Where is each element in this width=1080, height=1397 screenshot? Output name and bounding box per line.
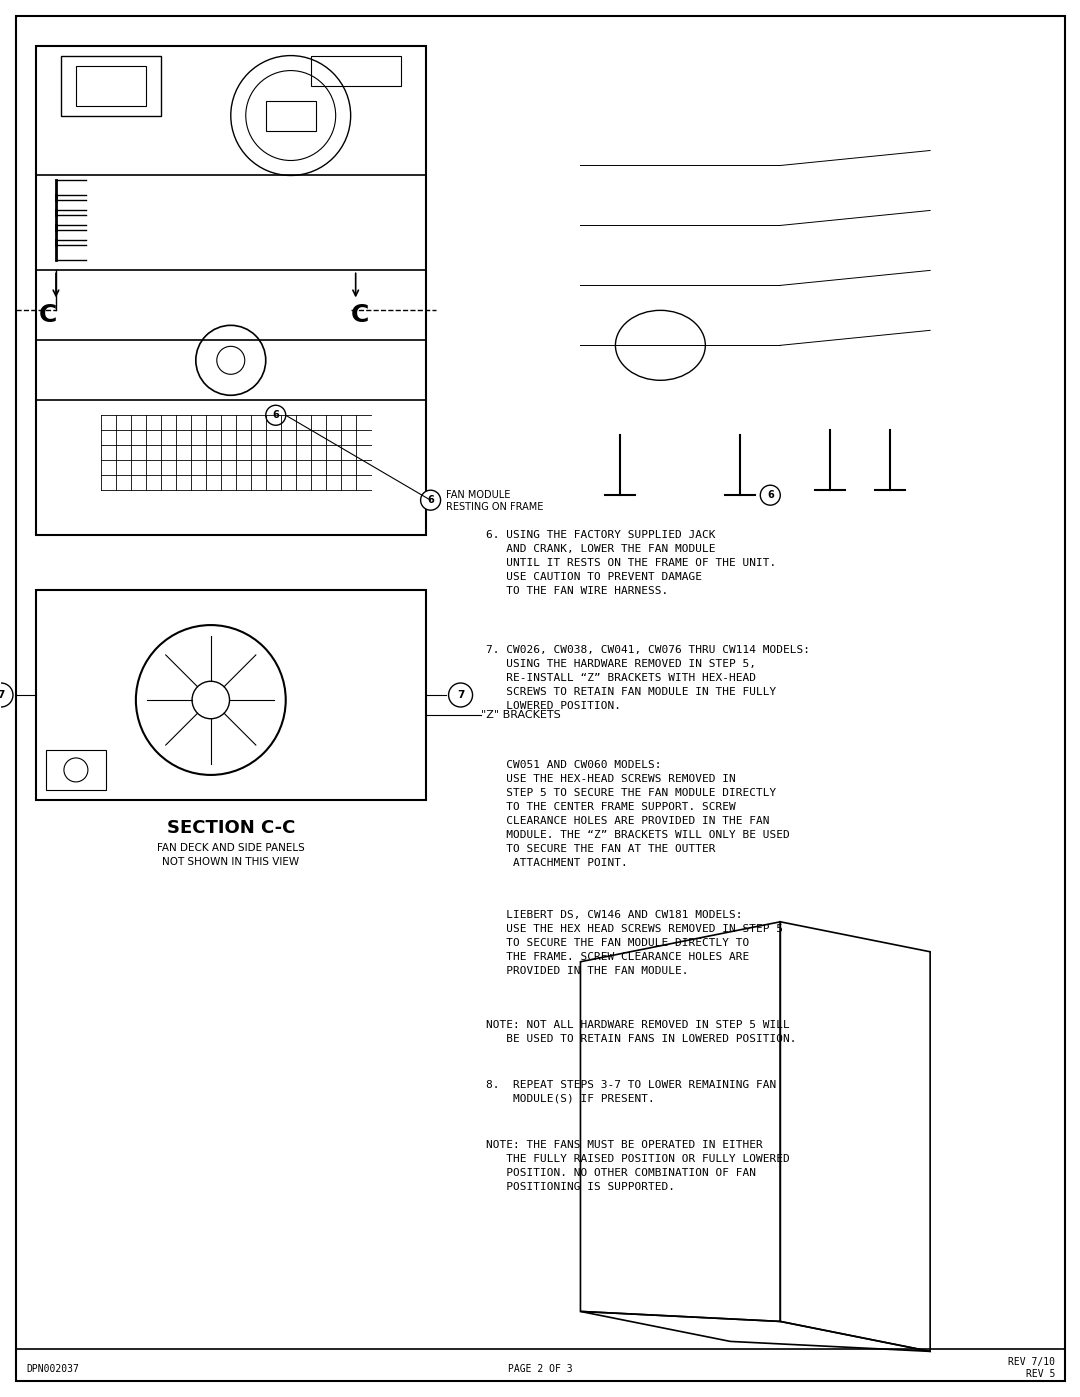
Text: NOTE: NOT ALL HARDWARE REMOVED IN STEP 5 WILL
   BE USED TO RETAIN FANS IN LOWER: NOTE: NOT ALL HARDWARE REMOVED IN STEP 5… bbox=[486, 1020, 796, 1044]
Circle shape bbox=[760, 485, 780, 506]
Text: C: C bbox=[39, 303, 57, 327]
Text: RESTING ON FRAME: RESTING ON FRAME bbox=[446, 502, 543, 513]
Text: NOT SHOWN IN THIS VIEW: NOT SHOWN IN THIS VIEW bbox=[162, 856, 299, 868]
Bar bbox=[76, 66, 146, 106]
Text: 7. CW026, CW038, CW041, CW076 THRU CW114 MODELS:
   USING THE HARDWARE REMOVED I: 7. CW026, CW038, CW041, CW076 THRU CW114… bbox=[486, 645, 810, 711]
Text: 6. USING THE FACTORY SUPPLIED JACK
   AND CRANK, LOWER THE FAN MODULE
   UNTIL I: 6. USING THE FACTORY SUPPLIED JACK AND C… bbox=[486, 529, 775, 597]
Text: SECTION C-C: SECTION C-C bbox=[166, 819, 295, 837]
Bar bbox=[266, 101, 315, 130]
Text: "Z" BRACKETS: "Z" BRACKETS bbox=[481, 710, 561, 719]
Text: NOTE: THE FANS MUST BE OPERATED IN EITHER
   THE FULLY RAISED POSITION OR FULLY : NOTE: THE FANS MUST BE OPERATED IN EITHE… bbox=[486, 1140, 789, 1192]
Text: REV 7/10: REV 7/10 bbox=[1008, 1358, 1055, 1368]
Text: 7: 7 bbox=[457, 690, 464, 700]
Bar bbox=[46, 750, 106, 789]
Text: FAN DECK AND SIDE PANELS: FAN DECK AND SIDE PANELS bbox=[157, 842, 305, 852]
Text: REV 5: REV 5 bbox=[1026, 1369, 1055, 1379]
Circle shape bbox=[0, 683, 13, 707]
Text: C: C bbox=[351, 303, 369, 327]
Bar bbox=[36, 590, 426, 800]
Text: 6: 6 bbox=[767, 490, 773, 500]
Text: PAGE 2 OF 3: PAGE 2 OF 3 bbox=[509, 1365, 572, 1375]
Text: 7: 7 bbox=[0, 690, 4, 700]
Text: 6: 6 bbox=[272, 411, 279, 420]
Circle shape bbox=[420, 490, 441, 510]
Text: 8.  REPEAT STEPS 3-7 TO LOWER REMAINING FAN
    MODULE(S) IF PRESENT.: 8. REPEAT STEPS 3-7 TO LOWER REMAINING F… bbox=[486, 1080, 775, 1104]
Text: 6: 6 bbox=[428, 495, 434, 506]
Text: CW051 AND CW060 MODELS:
   USE THE HEX-HEAD SCREWS REMOVED IN
   STEP 5 TO SECUR: CW051 AND CW060 MODELS: USE THE HEX-HEAD… bbox=[486, 760, 789, 868]
Text: FAN MODULE: FAN MODULE bbox=[446, 490, 510, 500]
Bar bbox=[36, 46, 426, 535]
Circle shape bbox=[266, 405, 286, 425]
Bar bbox=[60, 56, 161, 116]
Text: DPN002037: DPN002037 bbox=[26, 1365, 79, 1375]
Text: LIEBERT DS, CW146 AND CW181 MODELS:
   USE THE HEX HEAD SCREWS REMOVED IN STEP 5: LIEBERT DS, CW146 AND CW181 MODELS: USE … bbox=[486, 909, 783, 977]
Bar bbox=[311, 56, 401, 85]
Circle shape bbox=[448, 683, 473, 707]
